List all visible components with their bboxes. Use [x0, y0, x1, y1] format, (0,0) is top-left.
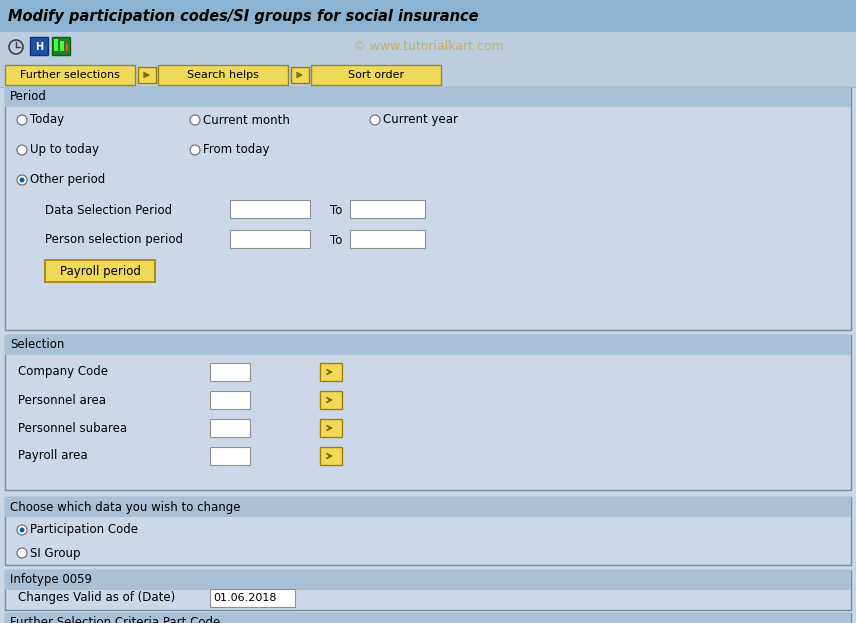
Text: © www.tutorialkart.com: © www.tutorialkart.com	[353, 40, 503, 54]
FancyBboxPatch shape	[0, 62, 856, 87]
FancyBboxPatch shape	[210, 447, 250, 465]
Text: Further selections: Further selections	[20, 70, 120, 80]
Circle shape	[17, 115, 27, 125]
FancyBboxPatch shape	[320, 363, 342, 381]
FancyBboxPatch shape	[320, 391, 342, 409]
FancyBboxPatch shape	[5, 335, 851, 355]
FancyBboxPatch shape	[5, 613, 851, 623]
FancyBboxPatch shape	[45, 260, 155, 282]
Text: Personnel area: Personnel area	[18, 394, 106, 406]
Text: Search helps: Search helps	[187, 70, 259, 80]
Text: Data Selection Period: Data Selection Period	[45, 204, 172, 217]
Circle shape	[20, 178, 25, 183]
FancyBboxPatch shape	[5, 65, 135, 85]
FancyBboxPatch shape	[311, 65, 441, 85]
Text: Period: Period	[10, 90, 47, 103]
FancyBboxPatch shape	[230, 230, 310, 248]
FancyBboxPatch shape	[5, 497, 851, 517]
Text: Further Selection Criteria Part.Code: Further Selection Criteria Part.Code	[10, 617, 220, 623]
FancyBboxPatch shape	[230, 200, 310, 218]
Text: Personnel subarea: Personnel subarea	[18, 422, 128, 434]
Text: Infotype 0059: Infotype 0059	[10, 574, 92, 586]
FancyBboxPatch shape	[52, 37, 70, 55]
Text: To: To	[330, 234, 342, 247]
FancyBboxPatch shape	[5, 87, 851, 107]
FancyBboxPatch shape	[350, 230, 425, 248]
FancyBboxPatch shape	[158, 65, 288, 85]
Text: To: To	[330, 204, 342, 217]
Circle shape	[17, 525, 27, 535]
FancyBboxPatch shape	[210, 363, 250, 381]
Text: Today: Today	[30, 113, 64, 126]
FancyBboxPatch shape	[5, 335, 851, 490]
Text: Other period: Other period	[30, 173, 105, 186]
Text: Sort order: Sort order	[348, 70, 404, 80]
FancyBboxPatch shape	[5, 570, 851, 590]
Circle shape	[17, 548, 27, 558]
FancyBboxPatch shape	[0, 0, 856, 32]
Text: Current month: Current month	[203, 113, 290, 126]
Text: SI Group: SI Group	[30, 546, 80, 559]
Text: Up to today: Up to today	[30, 143, 99, 156]
FancyBboxPatch shape	[291, 67, 309, 83]
Text: Selection: Selection	[10, 338, 64, 351]
Text: Payroll area: Payroll area	[18, 450, 87, 462]
Text: H: H	[35, 42, 43, 52]
FancyBboxPatch shape	[320, 419, 342, 437]
FancyBboxPatch shape	[66, 44, 68, 51]
FancyBboxPatch shape	[5, 613, 851, 623]
FancyBboxPatch shape	[210, 391, 250, 409]
FancyBboxPatch shape	[350, 200, 425, 218]
Text: Choose which data you wish to change: Choose which data you wish to change	[10, 500, 241, 513]
Circle shape	[20, 528, 25, 533]
Text: From today: From today	[203, 143, 270, 156]
Text: Modify participation codes/SI groups for social insurance: Modify participation codes/SI groups for…	[8, 9, 479, 24]
Text: Changes Valid as of (Date): Changes Valid as of (Date)	[18, 591, 175, 604]
FancyBboxPatch shape	[30, 37, 48, 55]
FancyBboxPatch shape	[54, 39, 58, 51]
Text: 01.06.2018: 01.06.2018	[213, 593, 276, 603]
Text: Current year: Current year	[383, 113, 458, 126]
Text: Participation Code: Participation Code	[30, 523, 138, 536]
Circle shape	[17, 175, 27, 185]
FancyBboxPatch shape	[210, 589, 295, 607]
FancyBboxPatch shape	[5, 497, 851, 565]
Text: Person selection period: Person selection period	[45, 234, 183, 247]
Circle shape	[190, 115, 200, 125]
FancyBboxPatch shape	[0, 32, 856, 62]
Text: Company Code: Company Code	[18, 366, 108, 379]
FancyBboxPatch shape	[60, 41, 64, 51]
FancyBboxPatch shape	[5, 87, 851, 330]
FancyBboxPatch shape	[5, 570, 851, 610]
FancyBboxPatch shape	[210, 419, 250, 437]
Circle shape	[17, 145, 27, 155]
Text: Payroll period: Payroll period	[60, 265, 140, 277]
Circle shape	[190, 145, 200, 155]
FancyBboxPatch shape	[320, 447, 342, 465]
Circle shape	[370, 115, 380, 125]
FancyBboxPatch shape	[138, 67, 156, 83]
